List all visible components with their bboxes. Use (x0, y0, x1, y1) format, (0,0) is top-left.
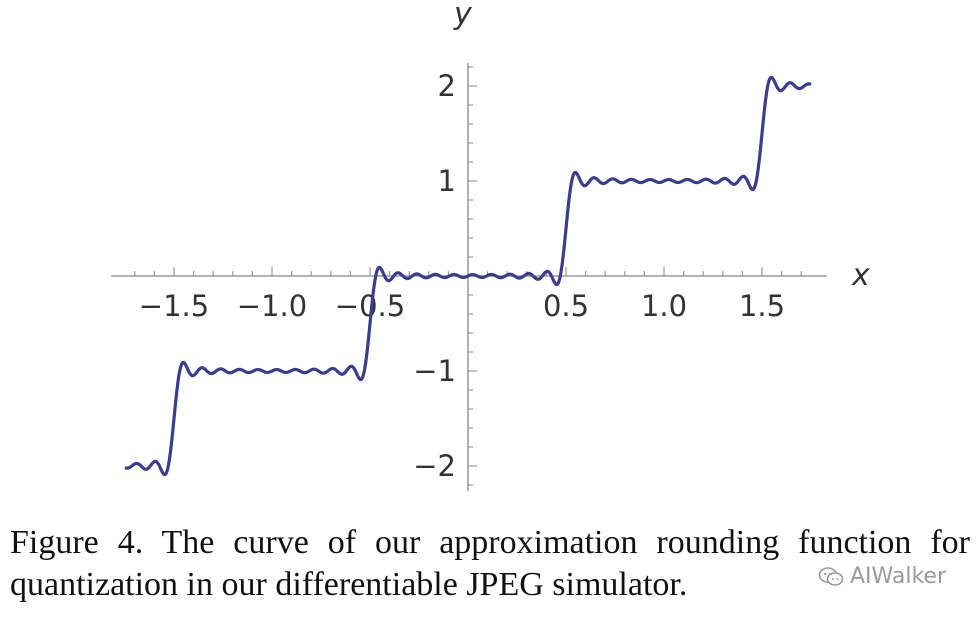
y-tick-label: −2 (413, 449, 456, 483)
y-axis-label: y (453, 0, 473, 32)
chat-bubbles-icon (818, 566, 844, 588)
x-tick-label: 0.5 (543, 289, 589, 323)
x-tick-label: −1.0 (237, 289, 307, 323)
watermark-text: AIWalker (849, 564, 946, 589)
y-tick-label: −1 (413, 354, 456, 388)
series-line-rounding-curve (123, 75, 813, 477)
x-tick-label: 1.0 (641, 289, 687, 323)
watermark: AIWalker (818, 564, 946, 589)
x-tick-label: −1.5 (139, 289, 209, 323)
x-axis-label: x (851, 258, 870, 293)
x-tick-label: 1.5 (739, 289, 785, 323)
figure-caption: Figure 4. The curve of our approximation… (10, 524, 970, 603)
y-tick-label: 2 (438, 69, 456, 103)
chart: −1.5 −1.0 −0.5 0.5 1.0 1.5−2−112 x y (111, 0, 870, 491)
y-tick-label: 1 (438, 164, 456, 198)
tick-labels: −1.5 −1.0 −0.5 0.5 1.0 1.5−2−112 (139, 69, 785, 483)
